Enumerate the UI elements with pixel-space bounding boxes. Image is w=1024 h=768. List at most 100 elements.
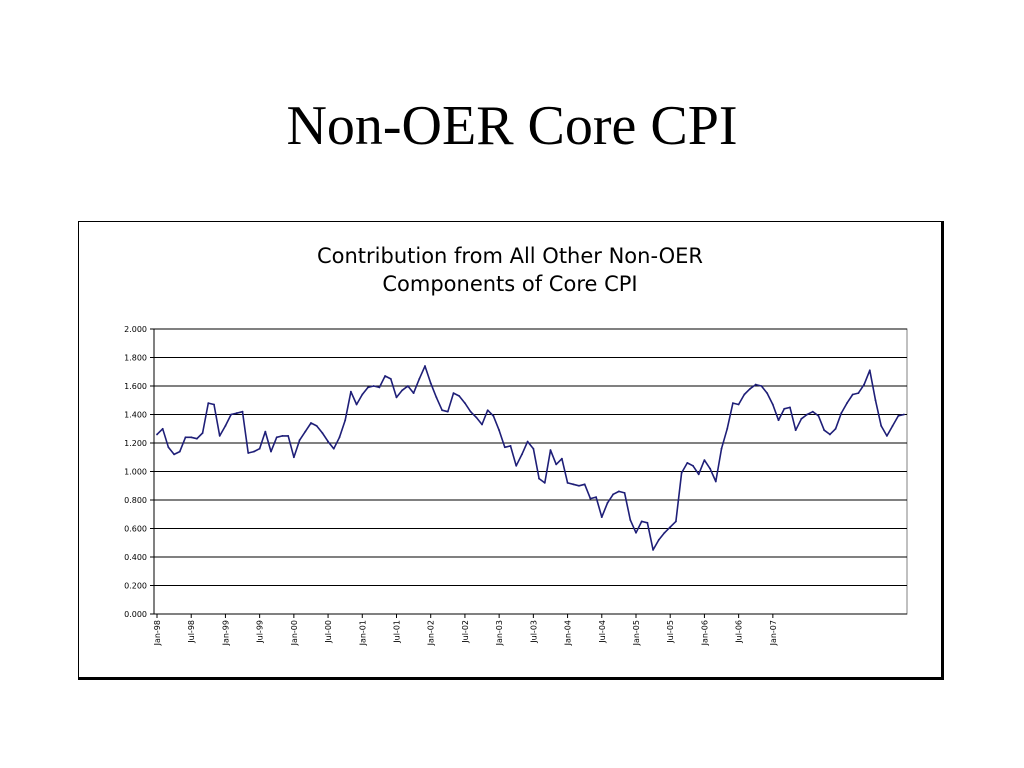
data-point [361, 393, 364, 396]
data-point [486, 409, 489, 412]
y-tick-label: 0.200 [124, 582, 147, 591]
x-tick-label: Jul-04 [598, 620, 607, 644]
data-point [458, 395, 461, 397]
y-tick-label: 0.000 [124, 610, 147, 619]
data-point [817, 415, 820, 417]
data-point [492, 415, 495, 417]
data-point [789, 406, 791, 409]
data-point [224, 425, 227, 427]
data-point [777, 419, 780, 422]
data-point [874, 399, 877, 402]
data-point [230, 413, 233, 416]
data-point [401, 389, 404, 392]
data-point [834, 427, 837, 430]
data-point [640, 520, 643, 523]
data-point [264, 430, 267, 433]
x-tick-label: Jan-02 [427, 620, 436, 646]
data-point [891, 425, 894, 427]
data-point [298, 439, 301, 442]
data-point [555, 463, 558, 466]
data-point [612, 493, 615, 496]
data-point [851, 393, 854, 396]
x-tick-label: Jul-01 [392, 620, 401, 644]
data-point [663, 531, 666, 534]
data-point [800, 417, 803, 420]
x-tick-label: Jan-03 [495, 620, 504, 646]
data-point [367, 386, 369, 389]
data-point [441, 409, 444, 412]
data-point [543, 482, 546, 484]
data-point [840, 412, 843, 414]
y-tick-label: 0.800 [124, 496, 147, 505]
data-point [475, 416, 478, 419]
data-point [349, 390, 352, 393]
data-point [823, 429, 826, 432]
data-point [412, 392, 415, 395]
data-point [532, 447, 535, 450]
data-point [469, 410, 472, 413]
x-tick-label: Jan-00 [290, 620, 299, 646]
x-tick-label: Jul-02 [461, 620, 470, 644]
data-point [743, 393, 746, 396]
x-tick-label: Jul-98 [187, 620, 196, 644]
data-point [241, 410, 244, 413]
x-tick-label: Jan-99 [221, 620, 230, 646]
data-point [218, 434, 221, 437]
data-point [156, 433, 158, 436]
data-point [903, 413, 905, 416]
x-tick-label: Jan-05 [632, 620, 641, 646]
data-point [424, 365, 426, 367]
x-tick-label: Jan-04 [564, 620, 573, 646]
x-tick-label: Jul-00 [324, 620, 333, 644]
data-point [692, 464, 694, 467]
data-point [703, 459, 706, 461]
data-point [161, 427, 164, 430]
data-point [235, 412, 238, 414]
data-point [857, 392, 860, 395]
y-tick-label: 1.200 [124, 439, 147, 448]
data-point [737, 403, 740, 406]
data-point [885, 434, 888, 437]
x-tick-label: Jan-06 [700, 620, 709, 646]
line-chart: 0.000 0.200 0.400 0.600 0.800 1.000 1.200 1.400… [124, 325, 908, 646]
data-point [481, 423, 483, 426]
data-point [669, 526, 672, 528]
data-point [811, 410, 814, 413]
data-point [880, 425, 883, 427]
x-tick-label: Jul-05 [666, 620, 675, 644]
data-point [338, 436, 341, 439]
x-tick-label: Jul-03 [529, 620, 538, 644]
data-point [332, 447, 335, 450]
data-point [635, 531, 637, 534]
data-point [292, 456, 295, 459]
data-point [201, 432, 204, 434]
data-point [806, 413, 808, 416]
data-point [846, 402, 848, 404]
data-point [167, 446, 170, 449]
data-point [275, 436, 278, 439]
series-line [156, 365, 905, 551]
data-point [600, 516, 603, 518]
data-point [281, 434, 284, 437]
data-point [897, 415, 900, 417]
data-point [828, 433, 831, 436]
data-point [429, 382, 432, 385]
data-point [304, 430, 307, 433]
x-tick-label: Jul-99 [256, 620, 265, 644]
data-point [452, 392, 455, 395]
data-point [270, 450, 272, 453]
y-tick-label: 2.000 [124, 325, 147, 334]
data-point [389, 377, 392, 380]
y-tick-label: 1.000 [124, 468, 147, 477]
data-point [196, 437, 198, 440]
data-point [709, 467, 712, 470]
y-tick-label: 0.600 [124, 525, 147, 534]
data-point [863, 383, 865, 386]
data-point [617, 490, 620, 493]
data-point [515, 464, 518, 467]
data-point [783, 407, 786, 410]
data-point [378, 386, 381, 389]
y-tick-label: 1.400 [124, 411, 147, 420]
data-point [749, 387, 751, 390]
data-point [173, 453, 176, 456]
